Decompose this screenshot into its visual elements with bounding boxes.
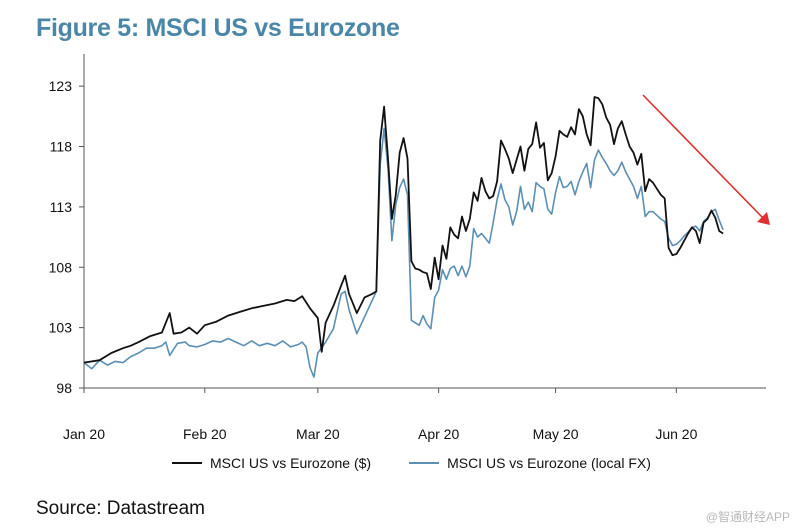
x-tick-label: May 20 bbox=[533, 426, 579, 442]
series-line-usd bbox=[83, 96, 724, 364]
legend-item-usd: MSCI US vs Eurozone ($) bbox=[172, 455, 371, 471]
legend-item-local: MSCI US vs Eurozone (local FX) bbox=[409, 455, 651, 471]
y-tick-label: 123 bbox=[49, 78, 73, 94]
x-tick-label: Jan 20 bbox=[63, 426, 105, 442]
legend: MSCI US vs Eurozone ($) MSCI US vs Euroz… bbox=[172, 455, 689, 471]
legend-label-usd: MSCI US vs Eurozone ($) bbox=[210, 455, 372, 471]
trend-arrow-line bbox=[642, 94, 765, 220]
y-tick-label: 113 bbox=[50, 199, 73, 215]
y-tick-label: 108 bbox=[49, 259, 73, 275]
y-tick-label: 103 bbox=[49, 320, 73, 336]
legend-label-local: MSCI US vs Eurozone (local FX) bbox=[447, 455, 651, 471]
x-tick-label: Mar 20 bbox=[296, 426, 340, 442]
source-note: Source: Datastream bbox=[36, 498, 205, 519]
x-tick-label: Feb 20 bbox=[183, 426, 227, 442]
trend-arrow-head bbox=[757, 212, 770, 225]
legend-swatch-usd bbox=[172, 462, 202, 464]
x-tick-label: Jun 20 bbox=[655, 426, 697, 442]
legend-swatch-local bbox=[409, 462, 440, 464]
y-tick-label: 98 bbox=[56, 380, 72, 396]
y-tick-label: 118 bbox=[50, 139, 73, 155]
watermark: @智通财经APP bbox=[705, 510, 790, 524]
chart-title: Figure 5: MSCI US vs Eurozone bbox=[36, 14, 400, 42]
x-tick-label: Apr 20 bbox=[418, 426, 459, 442]
series-line-local-fx bbox=[83, 127, 724, 378]
